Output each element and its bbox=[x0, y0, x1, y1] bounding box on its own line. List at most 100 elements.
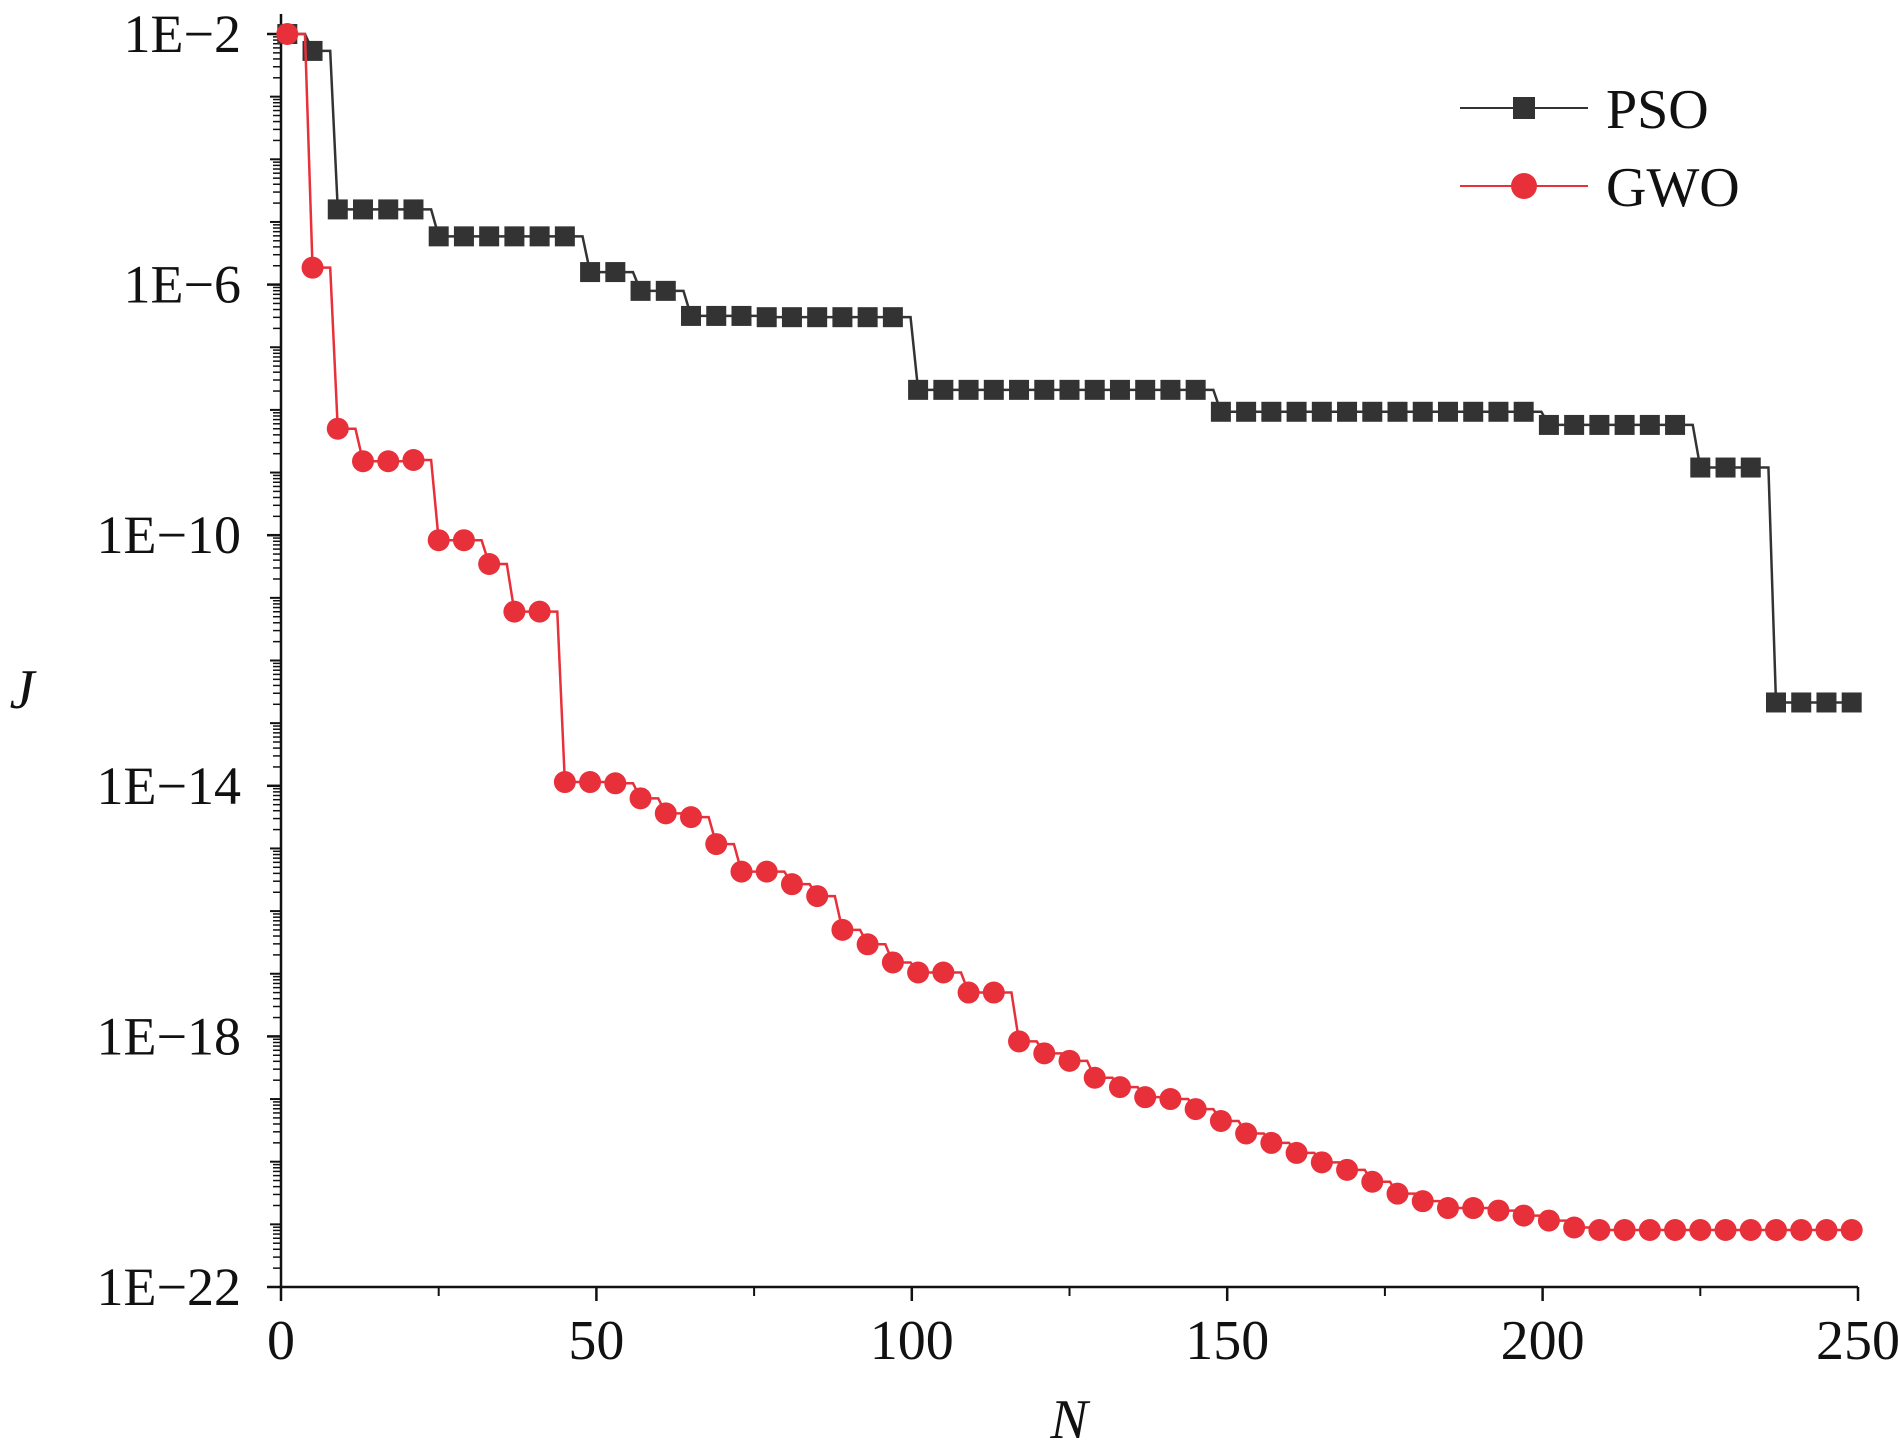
data-point-gwo bbox=[301, 256, 324, 279]
series-layer bbox=[276, 23, 1863, 1241]
data-point-pso bbox=[857, 307, 878, 328]
x-axis-label: N bbox=[1049, 1389, 1090, 1446]
data-point-gwo bbox=[1336, 1158, 1359, 1181]
data-point-gwo bbox=[1739, 1218, 1762, 1241]
data-point-gwo bbox=[1108, 1076, 1131, 1099]
data-point-gwo bbox=[377, 450, 400, 473]
data-point-pso bbox=[554, 226, 575, 247]
data-point-gwo bbox=[402, 449, 425, 472]
data-point-gwo bbox=[1361, 1170, 1384, 1193]
data-point-pso bbox=[908, 379, 929, 400]
data-point-gwo bbox=[831, 918, 854, 941]
data-point-pso bbox=[983, 379, 1004, 400]
data-point-gwo bbox=[1235, 1122, 1258, 1145]
data-point-gwo bbox=[730, 860, 753, 883]
data-point-pso bbox=[681, 305, 702, 326]
data-point-pso bbox=[706, 305, 727, 326]
data-point-pso bbox=[1791, 692, 1812, 713]
data-point-pso bbox=[1841, 692, 1862, 713]
legend-gwo-marker bbox=[1511, 173, 1537, 199]
data-point-gwo bbox=[1411, 1190, 1434, 1213]
legend-gwo-label: GWO bbox=[1606, 157, 1740, 219]
data-point-gwo bbox=[1638, 1218, 1661, 1241]
y-tick-label: 1E−18 bbox=[97, 1006, 241, 1066]
data-point-pso bbox=[731, 305, 752, 326]
data-point-pso bbox=[958, 379, 979, 400]
data-point-gwo bbox=[352, 450, 375, 473]
data-point-pso bbox=[327, 199, 348, 220]
data-point-gwo bbox=[1008, 1030, 1031, 1053]
data-point-gwo bbox=[1134, 1086, 1157, 1109]
data-point-gwo bbox=[1613, 1218, 1636, 1241]
data-point-pso bbox=[882, 307, 903, 328]
data-point-gwo bbox=[1159, 1088, 1182, 1111]
data-point-gwo bbox=[276, 23, 299, 45]
data-point-gwo bbox=[629, 787, 652, 810]
data-point-pso bbox=[1034, 379, 1055, 400]
x-tick-label: 100 bbox=[870, 1310, 954, 1372]
data-point-pso bbox=[353, 199, 374, 220]
data-point-pso bbox=[504, 226, 525, 247]
data-point-gwo bbox=[528, 600, 551, 623]
data-point-gwo bbox=[755, 860, 778, 883]
data-point-gwo bbox=[478, 553, 501, 576]
data-point-gwo bbox=[932, 961, 955, 984]
data-point-gwo bbox=[1840, 1218, 1863, 1241]
data-point-pso bbox=[1488, 401, 1509, 422]
x-tick-label: 150 bbox=[1185, 1310, 1269, 1372]
data-point-pso bbox=[781, 307, 802, 328]
data-point-gwo bbox=[982, 981, 1005, 1004]
data-point-pso bbox=[832, 307, 853, 328]
x-tick-label: 0 bbox=[267, 1310, 295, 1372]
legend-pso-marker bbox=[1513, 97, 1535, 119]
data-point-pso bbox=[630, 280, 651, 301]
y-tick-label: 1E−10 bbox=[97, 505, 241, 565]
data-point-gwo bbox=[579, 771, 602, 794]
data-point-gwo bbox=[1714, 1218, 1737, 1241]
data-point-gwo bbox=[553, 771, 576, 794]
data-point-pso bbox=[580, 262, 601, 283]
axes: 0 50 100 150 200 250 1E−2 1E−6 1E−10 1E−14 1E−18 1E… bbox=[97, 4, 1898, 1372]
data-point-pso bbox=[1009, 379, 1030, 400]
data-point-gwo bbox=[604, 772, 627, 795]
legend: PSO GWO bbox=[1460, 79, 1740, 219]
data-point-gwo bbox=[1436, 1197, 1459, 1220]
data-point-pso bbox=[1337, 401, 1358, 422]
data-point-pso bbox=[655, 280, 676, 301]
data-point-pso bbox=[1639, 414, 1660, 435]
data-point-gwo bbox=[957, 981, 980, 1004]
data-point-gwo bbox=[1209, 1109, 1232, 1132]
data-point-gwo bbox=[1260, 1131, 1283, 1154]
data-point-gwo bbox=[1285, 1141, 1308, 1164]
data-point-pso bbox=[1538, 414, 1559, 435]
data-point-pso bbox=[1589, 414, 1610, 435]
data-point-pso bbox=[453, 226, 474, 247]
data-point-pso bbox=[1185, 379, 1206, 400]
data-point-pso bbox=[1059, 379, 1080, 400]
data-point-gwo bbox=[1487, 1199, 1510, 1222]
data-point-pso bbox=[1437, 401, 1458, 422]
data-point-pso bbox=[1690, 457, 1711, 478]
x-tick-label: 50 bbox=[568, 1310, 624, 1372]
data-point-pso bbox=[479, 226, 500, 247]
data-point-gwo bbox=[1386, 1182, 1409, 1205]
data-point-pso bbox=[1715, 457, 1736, 478]
data-point-pso bbox=[605, 262, 626, 283]
data-point-gwo bbox=[1512, 1204, 1535, 1227]
y-tick-label: 1E−22 bbox=[97, 1257, 241, 1317]
data-point-pso bbox=[1816, 692, 1837, 713]
data-point-pso bbox=[1286, 401, 1307, 422]
data-point-pso bbox=[1261, 401, 1282, 422]
x-tick-label: 250 bbox=[1816, 1310, 1898, 1372]
data-point-pso bbox=[1463, 401, 1484, 422]
data-point-pso bbox=[1564, 414, 1585, 435]
data-point-pso bbox=[1109, 379, 1130, 400]
data-point-gwo bbox=[881, 951, 904, 974]
data-point-pso bbox=[1160, 379, 1181, 400]
data-point-gwo bbox=[1790, 1218, 1813, 1241]
data-point-gwo bbox=[705, 833, 728, 856]
data-point-gwo bbox=[654, 802, 677, 825]
y-axis-label: J bbox=[10, 659, 38, 721]
data-point-pso bbox=[1765, 692, 1786, 713]
